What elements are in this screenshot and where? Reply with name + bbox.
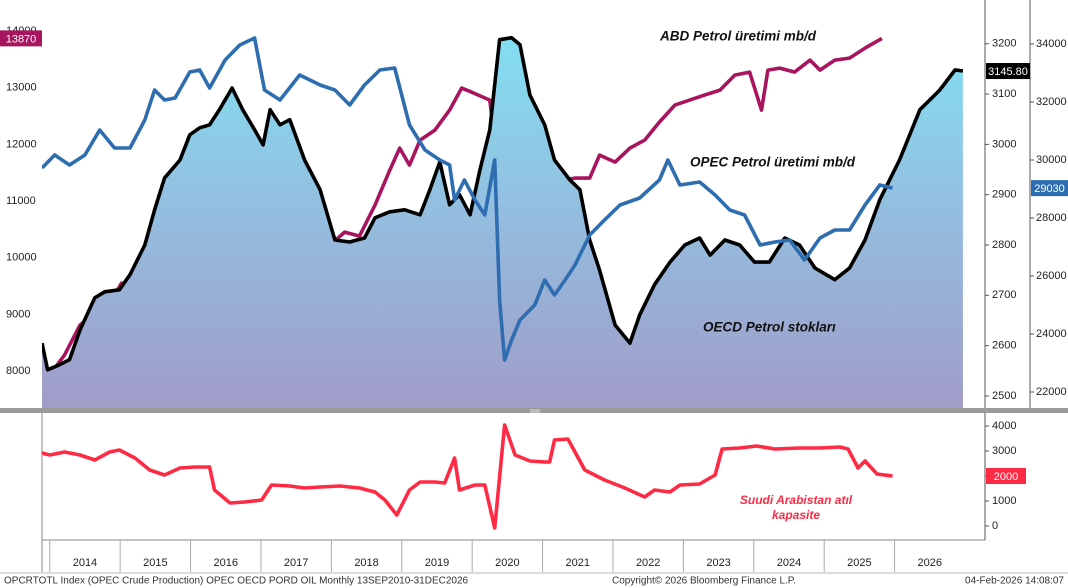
x-tick-label: 2019 <box>425 557 449 569</box>
x-tick-label: 2015 <box>143 557 167 569</box>
x-tick-label: 2021 <box>566 557 590 569</box>
last-value-badge <box>986 468 1026 484</box>
x-tick-label: 2024 <box>777 557 801 569</box>
line <box>42 35 964 372</box>
last-value-badge <box>986 63 1030 80</box>
y-tick-label: 10000 <box>6 252 37 264</box>
x-tick-label: 2023 <box>706 557 730 569</box>
y-tick-label: 30000 <box>1036 154 1067 166</box>
footer-source: OPCRTOTL Index (OPEC Crude Production) O… <box>4 576 469 587</box>
y-tick-label: 2700 <box>992 289 1016 301</box>
x-tick-label: 2025 <box>847 557 871 569</box>
x-tick-label: 2026 <box>918 557 942 569</box>
line <box>42 423 893 530</box>
series-label: Suudi Arabistan atıl kapasite <box>739 493 853 522</box>
y-tick-label: 2600 <box>992 340 1016 352</box>
y-tick-label: 9000 <box>6 308 30 320</box>
plot-area <box>42 423 893 530</box>
y-tick-label: 2800 <box>992 239 1016 251</box>
line <box>42 36 893 362</box>
y-tick-label: 0 <box>992 520 998 532</box>
plot-area <box>42 35 964 408</box>
footer-copyright: Copyright© 2026 Bloomberg Finance L.P. <box>612 576 796 587</box>
y-tick-label: 13000 <box>6 82 37 94</box>
y-tick-label: 22000 <box>1036 386 1067 398</box>
y-tick-label: 3000 <box>992 138 1016 150</box>
y-tick-label: 12000 <box>6 138 37 150</box>
y-tick-label: 2500 <box>992 390 1016 402</box>
y-tick-label: 1000 <box>992 495 1016 507</box>
y-tick-label: 24000 <box>1036 328 1067 340</box>
last-value-badge <box>1031 180 1068 197</box>
last-value-label: 2000 <box>994 471 1018 483</box>
y-tick-label: 4000 <box>992 420 1016 432</box>
x-tick-label: 2022 <box>636 557 660 569</box>
y-tick-label: 26000 <box>1036 270 1067 282</box>
series-label: OECD Petrol stokları <box>703 320 836 335</box>
x-tick-label: 2014 <box>73 557 97 569</box>
area <box>42 37 963 408</box>
y-tick-label: 11000 <box>6 195 36 207</box>
series-label: ABD Petrol üretimi mb/d <box>659 29 817 44</box>
y-tick-label: 3200 <box>992 38 1016 50</box>
y-tick-label: 28000 <box>1036 212 1067 224</box>
y-tick-label: 2900 <box>992 189 1016 201</box>
y-tick-label: 34000 <box>1036 38 1067 50</box>
last-value-label: 29030 <box>1034 183 1065 195</box>
x-tick-label: 2016 <box>214 557 238 569</box>
x-tick-label: 2020 <box>495 557 519 569</box>
x-tick-label: 2017 <box>284 557 308 569</box>
footer-timestamp: 04-Feb-2026 14:08:07 <box>965 576 1064 587</box>
x-tick-label: 2018 <box>354 557 378 569</box>
last-value-badge <box>0 30 42 47</box>
series-label: OPEC Petrol üretimi mb/d <box>690 155 856 170</box>
y-tick-label: 3100 <box>992 88 1016 100</box>
y-tick-label: 8000 <box>6 365 30 377</box>
last-value-label: 13870 <box>6 33 37 45</box>
y-tick-label: 3000 <box>992 445 1016 457</box>
y-tick-label: 32000 <box>1036 96 1067 108</box>
last-value-label: 3145.80 <box>988 66 1028 78</box>
